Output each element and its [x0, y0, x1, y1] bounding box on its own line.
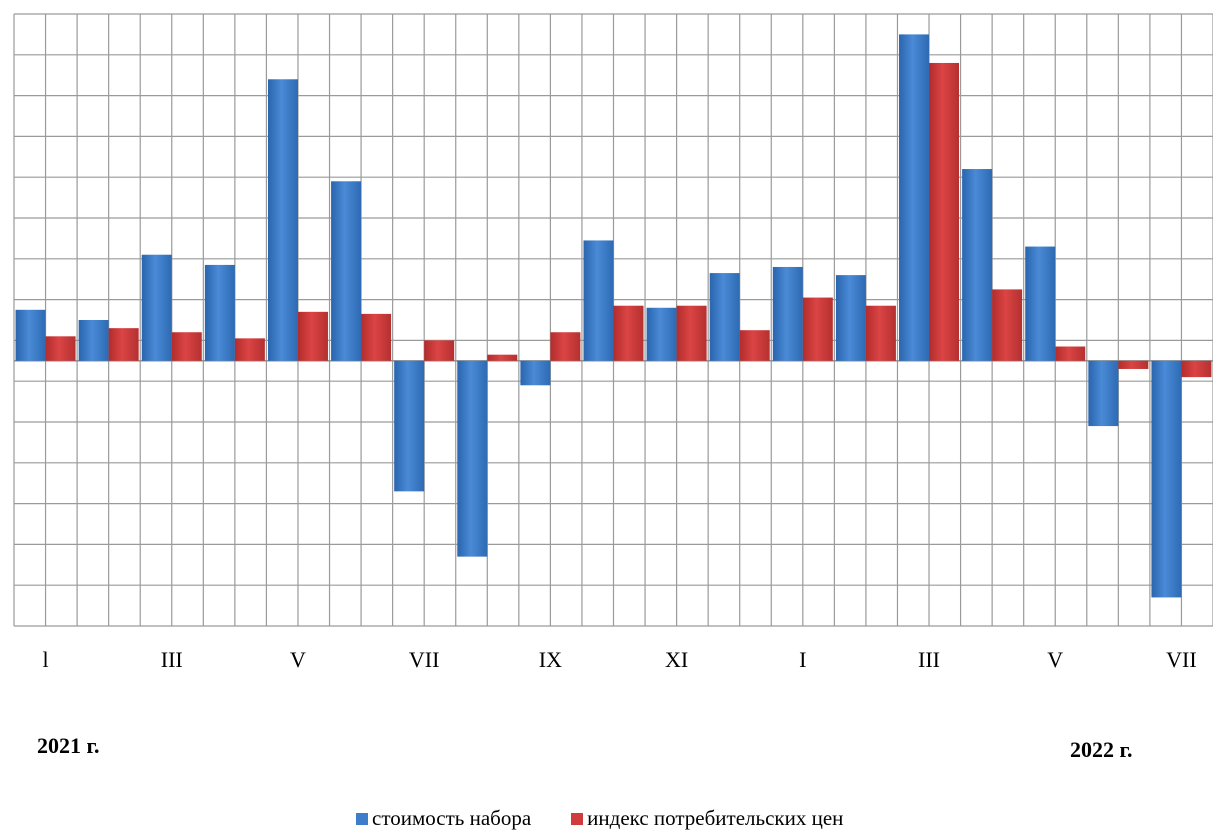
- bar-cpi-II-2022: [865, 305, 896, 361]
- bar-cost-VI-2022: [1088, 360, 1119, 427]
- bar-cpi-III-2022: [929, 62, 960, 361]
- legend-swatch-cost: [356, 812, 368, 825]
- x-tick-label: I: [799, 647, 806, 672]
- bar-cpi-IX-2021: [550, 332, 581, 361]
- bar-cost-VI-2021: [331, 181, 362, 361]
- bar-cost-V-2022: [1025, 246, 1056, 361]
- grid: [13, 13, 1213, 627]
- bar-cost-I-2021: [15, 309, 46, 361]
- x-tick-label: l: [42, 647, 48, 672]
- bar-chart: l III V VII IX XI I III V VII: [13, 13, 1213, 672]
- bar-cpi-IV-2022: [992, 289, 1023, 361]
- x-tick-label: IX: [539, 647, 562, 672]
- bar-cost-XII-2021: [709, 273, 740, 361]
- bar-cost-III-2021: [141, 254, 172, 361]
- x-tick-labels: l III V VII IX XI I III V VII: [42, 647, 1196, 672]
- bar-cost-XI-2021: [646, 307, 677, 361]
- bar-cpi-V-2021: [297, 311, 328, 361]
- bar-cpi-VIII-2021: [487, 354, 518, 361]
- bar-cpi-I-2021: [45, 336, 76, 361]
- bars: [15, 34, 1212, 598]
- x-tick-label: III: [161, 647, 183, 672]
- bar-cpi-VII-2021: [424, 340, 455, 361]
- bar-cost-VIII-2021: [457, 360, 488, 557]
- x-tick-label: XI: [665, 647, 688, 672]
- bar-cpi-I-2022: [802, 297, 833, 361]
- x-tick-label: VII: [409, 647, 440, 672]
- bar-cpi-III-2021: [171, 332, 202, 361]
- bar-cost-V-2021: [267, 79, 298, 361]
- bar-cost-IV-2022: [962, 169, 993, 361]
- legend-item-cost: стоимость набора: [356, 806, 531, 831]
- bar-cost-I-2022: [772, 266, 803, 361]
- bar-cpi-XI-2021: [676, 305, 707, 361]
- bar-cost-III-2022: [899, 34, 930, 361]
- bar-cpi-VI-2021: [361, 313, 392, 361]
- legend-label-cost: стоимость набора: [372, 806, 532, 830]
- bar-cost-VII-2021: [394, 360, 425, 492]
- year-label-2022: 2022 г.: [1070, 737, 1133, 762]
- bar-cost-II-2021: [78, 320, 109, 361]
- x-tick-label: V: [290, 647, 306, 672]
- bar-cpi-XII-2021: [739, 330, 770, 361]
- x-tick-label: III: [918, 647, 940, 672]
- bar-cpi-X-2021: [613, 305, 644, 361]
- bar-cost-X-2021: [583, 240, 614, 361]
- legend-swatch-cpi: [571, 812, 584, 825]
- x-tick-label: VII: [1166, 647, 1197, 672]
- bar-cpi-V-2022: [1055, 346, 1086, 361]
- bar-cost-II-2022: [835, 275, 866, 361]
- legend-label-cpi: индекс потребительских цен: [587, 806, 844, 830]
- bar-cpi-IV-2021: [234, 338, 265, 361]
- bar-cpi-II-2021: [108, 328, 139, 361]
- year-label-2021: 2021 г.: [37, 733, 100, 758]
- legend: стоимость набора индекс потребительских …: [356, 806, 883, 831]
- legend-item-cpi: индекс потребительских цен: [571, 806, 843, 831]
- x-tick-label: V: [1047, 647, 1063, 672]
- bar-cost-VII-2022: [1151, 360, 1182, 598]
- bar-cpi-VII-2022: [1181, 360, 1212, 378]
- bar-cost-IV-2021: [204, 264, 235, 361]
- bar-cost-IX-2021: [520, 360, 551, 386]
- bar-cpi-VI-2022: [1118, 360, 1149, 369]
